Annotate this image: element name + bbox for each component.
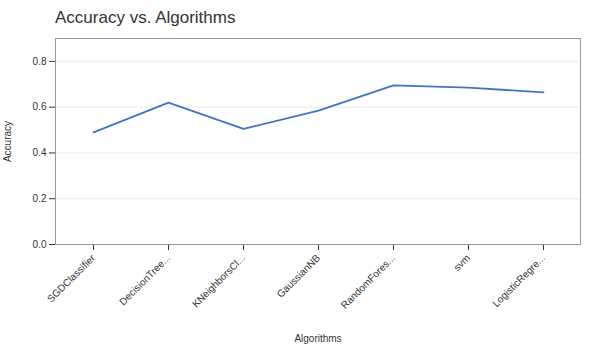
svg-text:svm: svm [451,252,472,273]
svg-text:Accuracy: Accuracy [2,121,13,162]
svg-text:KNeighborsCl...: KNeighborsCl... [190,252,247,309]
svg-text:0.0: 0.0 [33,239,47,250]
svg-text:0.2: 0.2 [33,193,47,204]
svg-text:Algorithms: Algorithms [294,333,341,344]
svg-text:SGDClassifier: SGDClassifier [45,252,98,305]
svg-text:GaussianNB: GaussianNB [275,252,323,300]
svg-text:RandomFores...: RandomFores... [339,252,397,310]
svg-text:0.8: 0.8 [33,56,47,67]
html-text:Accuracy vs. Algorithms: Accuracy vs. Algorithms [55,8,236,27]
svg-text:0.4: 0.4 [33,147,47,158]
svg-text:DecisionTree...: DecisionTree... [117,252,172,307]
svg-text:0.6: 0.6 [33,101,47,112]
svg-text:LogisticRegre...: LogisticRegre... [490,252,547,309]
